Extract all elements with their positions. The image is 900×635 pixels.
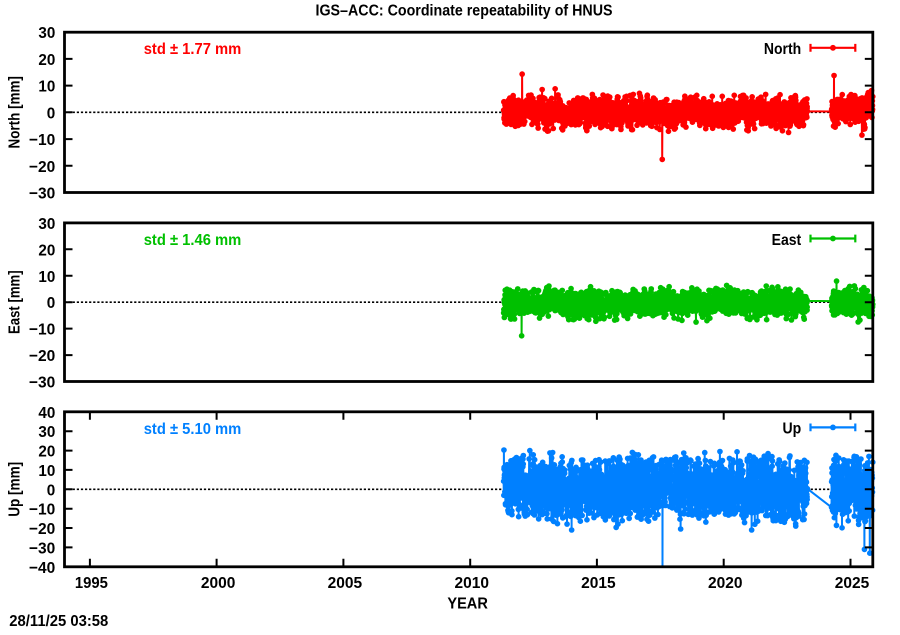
svg-text:−20: −20 <box>29 521 55 538</box>
svg-text:30: 30 <box>38 424 55 441</box>
svg-text:East [mm]: East [mm] <box>7 270 24 334</box>
svg-text:0: 0 <box>47 482 56 499</box>
svg-text:North [mm]: North [mm] <box>7 76 24 148</box>
svg-text:−30: −30 <box>29 375 55 392</box>
svg-text:30: 30 <box>38 25 55 42</box>
svg-text:2025: 2025 <box>835 575 870 592</box>
svg-text:10: 10 <box>38 269 55 286</box>
svg-text:YEAR: YEAR <box>447 596 488 613</box>
svg-text:−30: −30 <box>29 186 55 203</box>
svg-text:std ± 1.77 mm: std ± 1.77 mm <box>144 41 242 58</box>
svg-text:−20: −20 <box>29 348 55 365</box>
svg-text:2015: 2015 <box>581 575 616 592</box>
svg-text:2000: 2000 <box>201 575 236 592</box>
svg-text:IGS–ACC: Coordinate repeatabil: IGS–ACC: Coordinate repeatability of HNU… <box>316 2 613 19</box>
svg-text:28/11/25 03:58: 28/11/25 03:58 <box>9 613 108 630</box>
svg-text:10: 10 <box>38 79 55 96</box>
svg-text:std ± 1.46 mm: std ± 1.46 mm <box>144 232 242 249</box>
svg-text:2020: 2020 <box>708 575 743 592</box>
svg-text:20: 20 <box>38 444 55 461</box>
svg-text:−10: −10 <box>29 502 55 519</box>
svg-text:−10: −10 <box>29 322 55 339</box>
svg-text:0: 0 <box>47 295 56 312</box>
svg-text:−20: −20 <box>29 159 55 176</box>
svg-text:40: 40 <box>38 405 55 422</box>
svg-text:Up: Up <box>783 421 802 438</box>
svg-text:20: 20 <box>38 242 55 259</box>
svg-text:2010: 2010 <box>454 575 489 592</box>
svg-text:1995: 1995 <box>75 575 108 592</box>
svg-text:East: East <box>772 232 802 249</box>
svg-text:30: 30 <box>38 216 55 233</box>
svg-text:North: North <box>764 41 801 58</box>
svg-text:10: 10 <box>38 463 55 480</box>
svg-text:−30: −30 <box>29 540 55 557</box>
svg-text:0: 0 <box>47 105 56 122</box>
svg-text:−40: −40 <box>29 560 55 577</box>
svg-text:20: 20 <box>38 52 55 69</box>
svg-text:2005: 2005 <box>328 575 363 592</box>
svg-text:Up [mm]: Up [mm] <box>7 462 24 517</box>
svg-text:−10: −10 <box>29 132 55 149</box>
svg-text:std ± 5.10 mm: std ± 5.10 mm <box>144 421 242 438</box>
